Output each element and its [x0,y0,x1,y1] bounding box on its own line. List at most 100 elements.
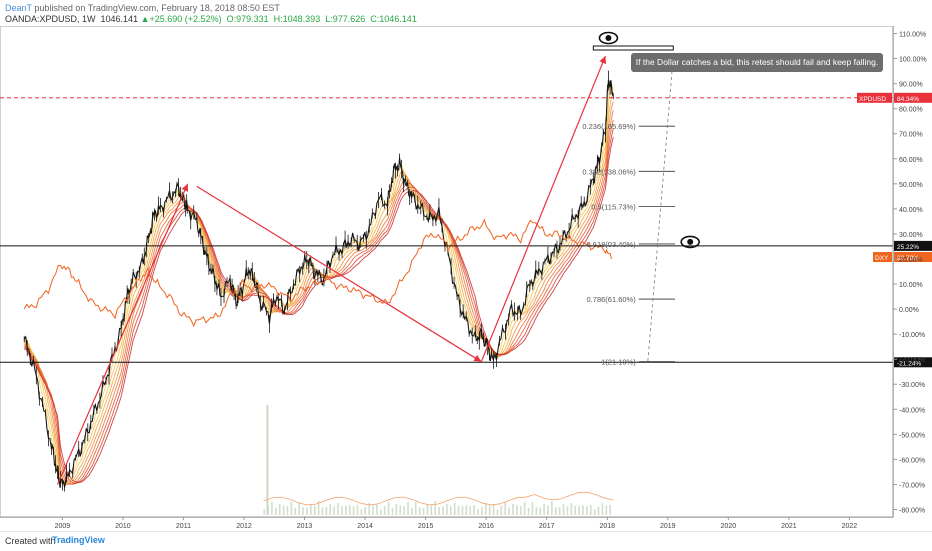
trend-arrows [56,55,607,485]
volume-bar [422,507,425,515]
annotation-callout: If the Dollar catches a bid, this retest… [631,53,883,72]
y-tick-label: -40.00% [899,407,925,414]
volume-bar [586,506,588,515]
volume-bar [372,505,374,515]
volume-bar [582,505,584,515]
time-axis: 2009 2010 2011 2012 2013 2014 2015 2016 2017 2018… [0,516,893,530]
volume-bar [298,502,300,515]
price-chart[interactable]: XPDUSD 84.34% 25.22% -21.24% DXY 20.78% 0.236… [0,24,932,531]
volume-bar [481,506,483,515]
volume-bar [391,507,394,515]
volume-bar [313,505,316,515]
volume-bar [558,506,561,515]
up-arrow-icon: ▲ [140,14,150,24]
y-tick-label: 30.00% [899,232,923,239]
volume-bar [492,505,495,515]
trend-arrow [196,185,482,363]
x-tick-label: 2020 [721,523,737,530]
trend-arrow [480,55,607,362]
volume-bar [488,505,491,515]
x-tick-label: 2009 [55,523,71,530]
volume-bars [263,405,614,515]
price-axis: 110.00% 100.00% 90.00% 80.00% 70.00% 60.00% 50… [892,26,927,517]
volume-bar [516,505,518,515]
volume-bar [589,505,592,515]
volume-bar [321,507,324,515]
volume-bar [329,504,332,515]
eye-icon [598,31,619,45]
y-tick-label: 100.00% [899,57,927,64]
fib-level-label: 0.236(165.69%) [582,122,636,131]
x-tick-label: 2017 [539,523,555,530]
last-price: 1046.141 [100,14,139,24]
publish-line: DeanT published on TradingView.com, Febr… [5,3,280,13]
y-tick-label: 50.00% [899,182,923,189]
volume-bar [519,506,522,515]
created-with-text: Created with [5,536,56,546]
volume-bar [380,509,382,515]
ma-ribbon-line [23,128,614,485]
volume-bar [360,509,363,515]
volume-bar [609,505,612,515]
h-line-name: XPDUSD [859,96,886,103]
volume-bar [551,501,553,515]
tradingview-logo[interactable]: TradingView [52,535,105,545]
volume-bar [275,507,277,515]
close-value: C:1046.141 [370,14,417,24]
grid [0,26,894,518]
volume-bar [434,501,437,515]
h-line-value: 25.22% [897,244,919,251]
volume-bar [426,504,429,515]
y-tick-label: -70.00% [899,482,925,489]
volume-bar [547,505,549,515]
high-value: H:1048.393 [273,14,321,24]
volume-bar [601,502,604,515]
x-tick-label: 2014 [357,523,373,530]
volume-bar [294,507,297,515]
fib-level-label: 0.618(03.40%) [587,240,637,249]
volume-bar [496,509,499,515]
volume-bar [348,505,351,515]
volume-bar [457,505,460,515]
author-link[interactable]: DeanT [5,3,32,13]
y-tick-label: 80.00% [899,107,923,114]
h-line-value-tag [894,357,932,368]
volume-bar [325,506,328,515]
volume-bar [539,507,542,515]
ma-ribbon [23,81,614,486]
open-value: O:979.331 [226,14,269,24]
dxy-line [23,218,612,328]
volume-bar [442,506,444,515]
volume-bar [453,503,456,515]
y-tick-label: -10.00% [899,332,925,339]
volume-bar [593,509,596,515]
volume-bar [469,506,472,515]
symbol-line: OANDA:XPDUSD, 1W 1046.141 ▲+25.690 (+2.5… [5,14,417,24]
x-tick-label: 2022 [842,523,858,530]
volume-bar [286,506,289,515]
x-tick-label: 2016 [478,523,494,530]
volume-bar [282,505,285,515]
horizontal-lines: XPDUSD 84.34% 25.22% -21.24% DXY 20.78% [0,92,932,368]
fib-level-label: 1(21.10%) [601,358,636,367]
change-value: +25.690 (+2.52%) [149,14,222,24]
plot-frame [0,26,894,518]
ma-ribbon-line [23,86,614,485]
dxy-name: DXY [875,255,889,262]
dxy-value-tag [894,252,932,263]
volume-bar [407,501,409,515]
xpdusd-line [23,79,614,488]
volume-bar [414,502,417,515]
volume-bar [512,504,514,515]
volume-bar [566,506,569,515]
volume-bar [345,506,347,515]
volume-bar [271,501,273,515]
volume-bar [543,504,545,515]
h-line-value: -21.24% [897,360,921,367]
y-tick-label: -20.00% [899,357,925,364]
ma-ribbon-line [23,120,614,485]
fib-level-label: 0.786(61.60%) [587,295,637,304]
volume-bar [333,506,335,515]
y-tick-label: -60.00% [899,457,925,464]
x-tick-label: 2019 [660,523,676,530]
